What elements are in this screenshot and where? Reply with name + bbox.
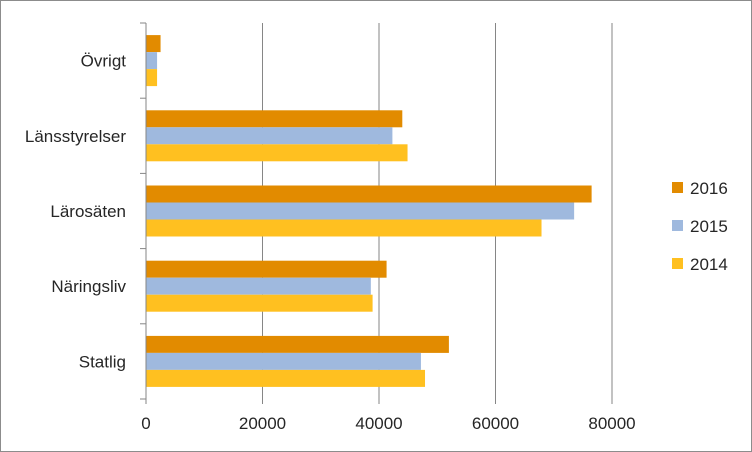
legend-swatch-2015	[672, 220, 683, 231]
legend-label-2016: 2016	[690, 179, 728, 198]
bar-2015-3	[146, 277, 371, 295]
bar-2014-1	[146, 144, 408, 162]
x-tick-label: 80000	[588, 414, 635, 433]
x-tick-label: 0	[141, 414, 150, 433]
category-label: Näringsliv	[51, 277, 126, 296]
bar-2014-2	[146, 219, 542, 237]
bar-2016-4	[146, 335, 449, 353]
bar-2016-3	[146, 260, 387, 278]
axes	[140, 22, 613, 404]
bar-2016-0	[146, 35, 161, 53]
legend-swatch-2014	[672, 258, 683, 269]
bar-2015-1	[146, 127, 393, 145]
bar-2015-0	[146, 52, 158, 70]
category-label: Lärosäten	[50, 202, 126, 221]
legend: 2016 2015 2014	[672, 179, 728, 274]
bar-2015-4	[146, 352, 421, 370]
x-tick-label: 20000	[239, 414, 286, 433]
bars	[146, 35, 592, 387]
legend-label-2015: 2015	[690, 217, 728, 236]
category-label: Övrigt	[81, 52, 127, 71]
bar-2016-1	[146, 110, 403, 128]
labels: Övrigt Länsstyrelser Lärosäten Näringsliv St…	[25, 52, 636, 433]
category-label: Statlig	[79, 352, 126, 371]
x-tick-label: 60000	[472, 414, 519, 433]
category-label: Länsstyrelser	[25, 127, 126, 146]
bar-2014-0	[146, 69, 158, 87]
bar-2014-4	[146, 369, 426, 387]
x-tick-label: 40000	[355, 414, 402, 433]
legend-swatch-2016	[672, 182, 683, 193]
bar-2014-3	[146, 294, 373, 312]
legend-label-2014: 2014	[690, 255, 728, 274]
bar-2015-2	[146, 202, 575, 220]
bar-2016-2	[146, 185, 592, 203]
